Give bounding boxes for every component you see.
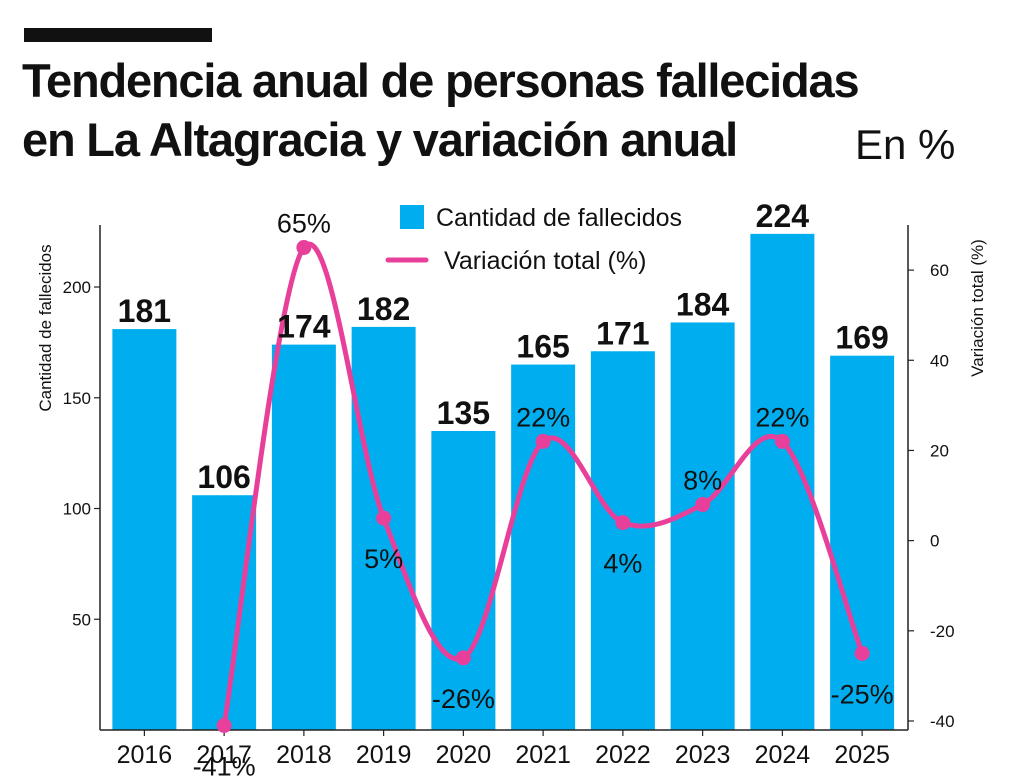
x-tick-label: 2018 <box>276 741 332 769</box>
bar-2016 <box>112 329 177 730</box>
bar-value-label: 224 <box>756 198 810 234</box>
x-tick-label: 2025 <box>834 741 890 769</box>
bar-2023 <box>670 322 735 730</box>
axes-layer: 50 100 150 200 -40 -20 0 20 40 60 2016 2017 2018 2019… <box>36 225 987 769</box>
variation-value-label: -25% <box>831 679 894 709</box>
chart-title-line-1: Tendencia anual de personas fallecidas <box>22 54 860 107</box>
bar-2021 <box>511 364 576 730</box>
x-tick-label: 2023 <box>675 741 731 769</box>
right-tick-label: 0 <box>930 532 939 551</box>
left-tick-label: 50 <box>72 610 91 629</box>
x-tick-label: 2016 <box>117 741 173 769</box>
bar-value-label: 106 <box>197 459 250 495</box>
variation-value-label: 4% <box>603 549 642 579</box>
bar-2018 <box>271 344 336 730</box>
bar-value-label: 184 <box>676 286 730 322</box>
bar-value-label: 165 <box>516 329 569 365</box>
header-rule <box>24 28 212 42</box>
right-tick-label: -40 <box>930 712 955 731</box>
variation-value-label: 65% <box>277 209 331 239</box>
variation-value-label: 22% <box>516 402 570 432</box>
bar-value-label: 135 <box>437 395 490 431</box>
variation-value-label: -26% <box>432 684 495 714</box>
variation-point-2019 <box>376 510 392 526</box>
bar-2017 <box>192 495 257 730</box>
left-tick-label: 200 <box>63 278 91 297</box>
legend-layer: Cantidad de fallecidos Variación total (%… <box>385 204 682 275</box>
x-tick-label: 2021 <box>515 741 571 769</box>
variation-value-label: -41% <box>193 751 256 781</box>
variation-point-2018 <box>296 240 312 256</box>
left-axis-title: Cantidad de fallecidos <box>36 244 55 411</box>
bar-value-label: 174 <box>277 309 331 345</box>
unit-label: En % <box>855 121 956 168</box>
bar-value-label: 169 <box>835 320 888 356</box>
legend-line-label: Variación total (%) <box>444 247 646 275</box>
variation-point-2024 <box>774 433 790 449</box>
bar-2022 <box>590 351 655 730</box>
bar-value-label: 181 <box>118 293 171 329</box>
bar-2019 <box>351 326 416 730</box>
x-tick-label: 2024 <box>755 741 811 769</box>
x-tick-label: 2017 <box>196 741 252 769</box>
legend-bar-label: Cantidad de fallecidos <box>436 204 682 232</box>
right-tick-label: 20 <box>930 441 949 460</box>
variation-value-label: 5% <box>364 544 403 574</box>
variation-value-label: 8% <box>683 466 722 496</box>
bar-2025 <box>830 355 895 730</box>
variation-point-2025 <box>854 645 870 661</box>
right-tick-label: 60 <box>930 261 949 280</box>
chart-title-line-2: en La Altagracia y variación anual <box>22 113 738 166</box>
left-tick-label: 150 <box>63 389 91 408</box>
variation-point-2020 <box>455 650 471 666</box>
bars-layer <box>112 233 895 730</box>
variation-point-2021 <box>535 433 551 449</box>
variation-point-2023 <box>695 497 711 513</box>
right-tick-label: -20 <box>930 622 955 641</box>
right-axis-title: Variación total (%) <box>968 239 987 377</box>
right-tick-label: 40 <box>930 351 949 370</box>
x-tick-label: 2020 <box>436 741 492 769</box>
x-tick-label: 2022 <box>595 741 651 769</box>
labels-layer: 181 106 174 182 135 165 171 184 224 169 -41% 65% 5% -… <box>118 198 894 782</box>
variation-point-2017 <box>216 717 232 733</box>
bar-2020 <box>431 430 496 730</box>
bar-value-label: 182 <box>357 291 410 327</box>
x-tick-label: 2019 <box>356 741 412 769</box>
legend-bar-swatch <box>400 205 424 229</box>
left-tick-label: 100 <box>63 500 91 519</box>
bar-value-label: 171 <box>596 315 649 351</box>
variation-value-label: 22% <box>755 402 809 432</box>
variation-point-2022 <box>615 515 631 531</box>
line-layer <box>216 240 870 733</box>
